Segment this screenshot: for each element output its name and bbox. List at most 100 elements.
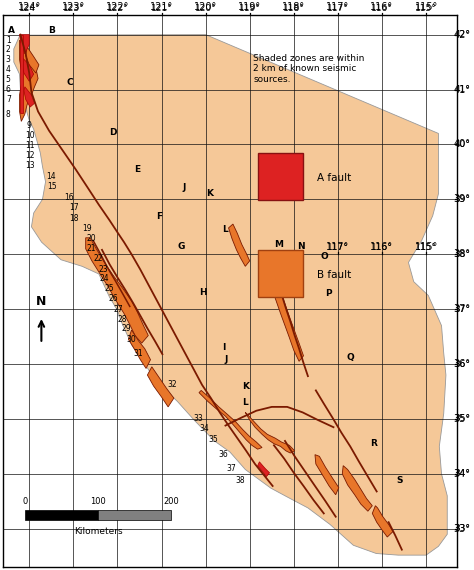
- Text: 121°: 121°: [150, 2, 173, 12]
- Text: 123°: 123°: [63, 4, 84, 13]
- Polygon shape: [315, 455, 339, 495]
- Polygon shape: [14, 35, 447, 555]
- Text: H: H: [200, 288, 207, 297]
- Text: 100: 100: [90, 497, 106, 506]
- Text: 3: 3: [6, 55, 11, 64]
- Text: E: E: [134, 165, 140, 174]
- Text: 117°: 117°: [326, 2, 349, 12]
- Polygon shape: [26, 47, 39, 73]
- Text: 118°: 118°: [282, 2, 305, 12]
- Text: 32: 32: [167, 380, 177, 389]
- Text: 23: 23: [98, 264, 108, 274]
- Text: 24: 24: [100, 275, 109, 283]
- Text: B fault: B fault: [317, 270, 351, 280]
- Text: 115°: 115°: [414, 242, 438, 252]
- Text: 11: 11: [25, 141, 35, 150]
- Text: F: F: [156, 213, 163, 221]
- Text: J: J: [224, 355, 228, 364]
- Text: 14: 14: [46, 172, 55, 181]
- Text: 37: 37: [227, 464, 237, 473]
- Text: 40°: 40°: [454, 140, 470, 149]
- Text: Kilometers: Kilometers: [74, 527, 122, 536]
- Text: 37°: 37°: [454, 304, 470, 314]
- Text: 122°: 122°: [107, 4, 128, 13]
- Text: 1: 1: [6, 35, 11, 44]
- Text: 15: 15: [47, 182, 56, 190]
- Text: 40°: 40°: [454, 140, 470, 149]
- Polygon shape: [342, 466, 372, 511]
- Text: N: N: [297, 242, 305, 251]
- Text: 119°: 119°: [239, 4, 261, 13]
- Text: 115°: 115°: [414, 2, 438, 12]
- Text: 115°: 115°: [415, 242, 437, 251]
- Text: 41°: 41°: [454, 85, 470, 94]
- Text: 123°: 123°: [62, 2, 85, 12]
- Text: 4: 4: [6, 65, 11, 74]
- Text: L: L: [242, 398, 248, 407]
- Polygon shape: [147, 367, 174, 407]
- Text: 115°: 115°: [415, 4, 437, 13]
- Text: J: J: [183, 183, 186, 192]
- Text: 33: 33: [194, 414, 203, 424]
- Text: R: R: [371, 439, 377, 448]
- Text: 39°: 39°: [454, 194, 470, 204]
- Polygon shape: [19, 35, 23, 113]
- Text: 18: 18: [69, 214, 79, 222]
- Text: 7: 7: [6, 95, 11, 104]
- Text: 35°: 35°: [454, 414, 470, 424]
- Text: 116°: 116°: [371, 242, 393, 251]
- Polygon shape: [372, 506, 393, 537]
- Text: 38°: 38°: [454, 249, 470, 259]
- Text: A: A: [8, 26, 15, 35]
- Text: 117°: 117°: [326, 242, 349, 252]
- Text: 36: 36: [219, 450, 228, 459]
- Text: 36°: 36°: [454, 360, 470, 369]
- Text: I: I: [222, 343, 226, 352]
- Bar: [98, 510, 171, 520]
- Text: 22: 22: [94, 254, 103, 263]
- Text: K: K: [242, 381, 249, 390]
- Text: K: K: [206, 189, 213, 198]
- Text: 117°: 117°: [327, 242, 349, 251]
- Text: 34°: 34°: [454, 469, 470, 479]
- Text: C: C: [66, 79, 73, 87]
- Text: 116°: 116°: [370, 242, 393, 252]
- Text: 31: 31: [133, 349, 143, 357]
- Text: 2: 2: [6, 46, 11, 55]
- Text: 34: 34: [200, 424, 209, 433]
- Text: 10: 10: [25, 131, 35, 140]
- Text: 9: 9: [27, 121, 31, 130]
- Polygon shape: [24, 87, 35, 107]
- Text: 120°: 120°: [194, 2, 217, 12]
- Text: 8: 8: [6, 110, 11, 119]
- Text: S: S: [396, 476, 403, 485]
- Text: 21: 21: [87, 245, 96, 253]
- Text: B: B: [48, 26, 55, 35]
- Text: 28: 28: [118, 315, 127, 324]
- Text: Shaded zones are within
2 km of known seismic
sources.: Shaded zones are within 2 km of known se…: [254, 54, 365, 84]
- Text: 5: 5: [6, 75, 11, 84]
- Polygon shape: [21, 56, 34, 82]
- Text: N: N: [36, 295, 46, 308]
- Text: 42°: 42°: [454, 30, 471, 40]
- Text: 33°: 33°: [454, 524, 470, 534]
- Text: 41°: 41°: [454, 84, 470, 95]
- Text: 0: 0: [23, 497, 28, 506]
- Polygon shape: [19, 35, 29, 54]
- Text: 35: 35: [208, 435, 218, 444]
- Text: 25: 25: [104, 284, 114, 294]
- Text: 29: 29: [122, 324, 131, 333]
- Polygon shape: [86, 238, 148, 343]
- Text: P: P: [325, 290, 331, 298]
- Text: 116°: 116°: [371, 4, 393, 13]
- Text: 12: 12: [25, 151, 35, 160]
- Text: A fault: A fault: [317, 173, 351, 183]
- Text: 19: 19: [82, 225, 92, 234]
- Text: O: O: [321, 253, 328, 262]
- Text: 36°: 36°: [454, 359, 470, 369]
- Text: 6: 6: [6, 85, 11, 94]
- Text: 121°: 121°: [151, 4, 173, 13]
- Text: 27: 27: [113, 304, 123, 314]
- Text: M: M: [274, 240, 283, 249]
- Text: 39°: 39°: [454, 195, 470, 204]
